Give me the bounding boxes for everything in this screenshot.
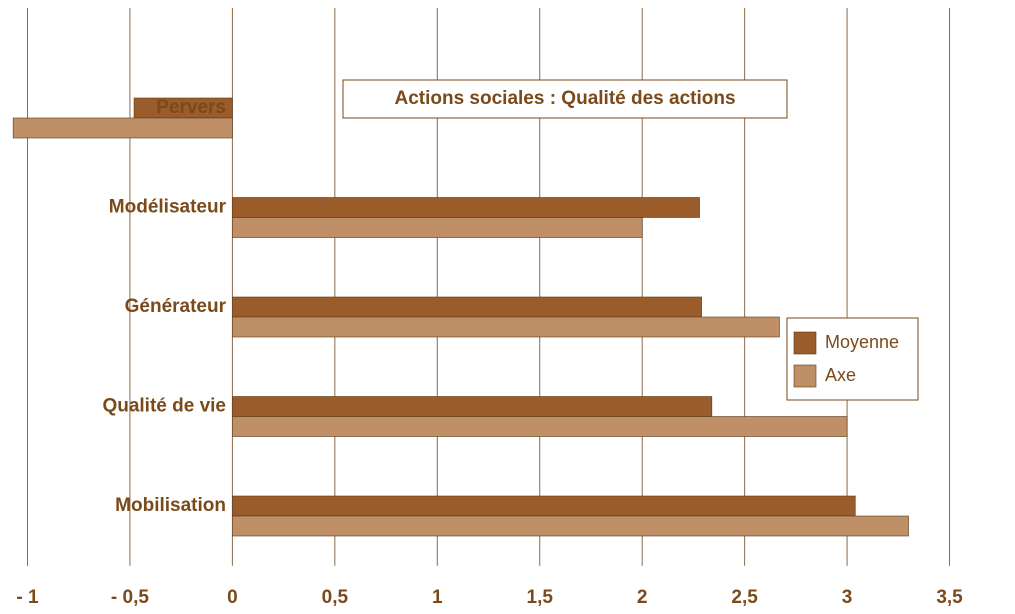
legend-swatch (793, 364, 817, 388)
bar (232, 217, 643, 238)
x-tick-label: 2,5 (731, 587, 758, 608)
category-label: Qualité de vie (102, 396, 226, 417)
bar (232, 396, 713, 417)
legend-label: Axe (825, 365, 856, 385)
category-label: Pervers (156, 97, 226, 118)
legend-swatch (793, 331, 817, 355)
x-tick-label: 1,5 (527, 587, 554, 608)
x-tick-label: 0 (227, 587, 238, 608)
bar (232, 316, 780, 338)
legend-box (786, 317, 919, 401)
bar (232, 197, 700, 218)
x-tick-label: - 1 (16, 587, 39, 608)
bar (232, 515, 909, 537)
category-label: Mobilisation (115, 495, 226, 516)
bar (232, 296, 702, 318)
x-tick-label: 3 (842, 587, 853, 608)
bar (232, 495, 856, 517)
title-box (342, 79, 788, 119)
x-tick-label: - 0,5 (111, 587, 149, 608)
bar (232, 416, 848, 437)
x-tick-label: 1 (432, 587, 443, 608)
category-label: Modélisateur (109, 197, 227, 218)
bar (12, 117, 233, 139)
x-tick-label: 2 (637, 587, 648, 608)
x-tick-label: 3,5 (936, 587, 963, 608)
x-tick-label: 0,5 (322, 587, 349, 608)
chart-title: Actions sociales : Qualité des actions (394, 88, 735, 109)
legend-label: Moyenne (825, 332, 899, 352)
category-label: Générateur (125, 296, 227, 317)
